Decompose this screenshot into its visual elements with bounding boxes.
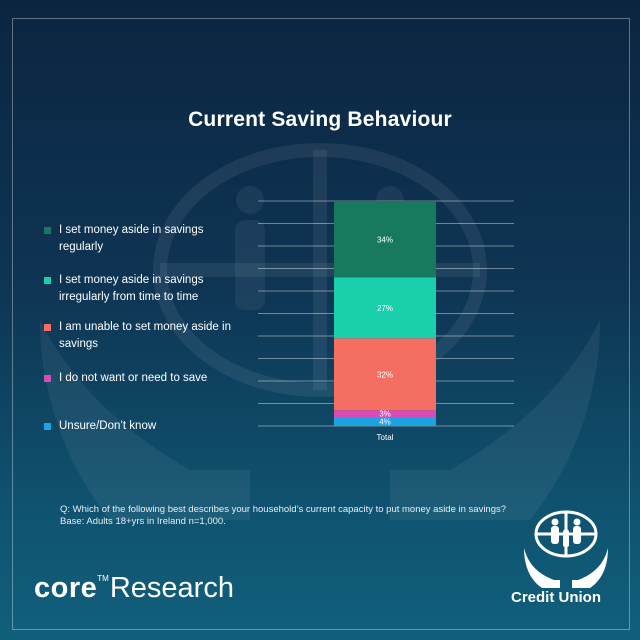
legend-label: I set money aside in savings regularly [59, 224, 204, 253]
bar-segment [334, 417, 436, 426]
data-label: 32% [377, 370, 393, 379]
bar-segment [334, 201, 436, 278]
credit-union-name: Credit Union [511, 589, 601, 606]
legend-swatch [44, 277, 51, 284]
legend-label: Unsure/Don’t know [59, 420, 157, 432]
bar-segment [334, 338, 436, 411]
legend-item: I set money aside in savings irregularly … [44, 272, 254, 306]
bar-segment [334, 277, 436, 339]
legend-swatch [44, 375, 51, 382]
chart-title: Current Saving Behaviour [188, 108, 452, 131]
x-tick-label: Total [377, 433, 394, 442]
core-research-logo: coreTMResearch [34, 572, 234, 605]
base-text: Base: Adults 18+yrs in Ireland n=1,000. [60, 516, 226, 527]
legend-item: I do not want or need to save [44, 370, 254, 387]
bar-segment [334, 410, 436, 417]
research-wordmark: Research [109, 572, 234, 604]
legend-item: Unsure/Don’t know [44, 418, 254, 435]
legend-item: I set money aside in savings regularly [44, 222, 254, 256]
survey-question: Q: Which of the following best describes… [60, 504, 506, 528]
question-text: Q: Which of the following best describes… [60, 504, 507, 515]
data-label: 27% [377, 304, 393, 313]
credit-union-logo-icon [524, 510, 608, 588]
legend-label: I am unable to set money aside in savings [59, 321, 231, 350]
core-wordmark: core [34, 572, 98, 604]
legend-item: I am unable to set money aside in savings [44, 319, 254, 353]
legend-swatch [44, 227, 51, 234]
trademark-mark: TM [97, 574, 109, 583]
legend-swatch [44, 324, 51, 331]
data-label: 3% [379, 410, 391, 419]
data-label: 4% [379, 418, 391, 427]
legend-label: I do not want or need to save [59, 372, 208, 384]
data-label: 34% [377, 235, 393, 244]
page-frame [12, 18, 630, 630]
legend-swatch [44, 423, 51, 430]
legend-label: I set money aside in savings irregularly … [59, 274, 204, 303]
